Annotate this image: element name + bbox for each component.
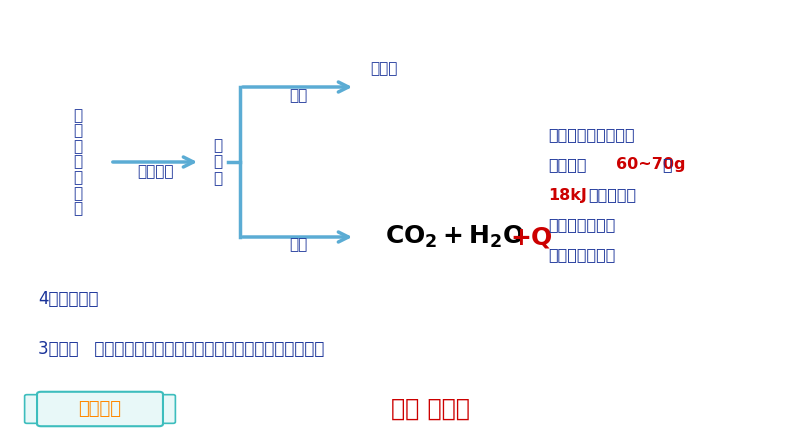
Text: 4、生理作用: 4、生理作用 (38, 290, 98, 308)
FancyBboxPatch shape (25, 395, 45, 423)
Text: $\mathbf{+Q}$: $\mathbf{+Q}$ (510, 224, 553, 249)
Text: 一、 蛋白质: 一、 蛋白质 (391, 397, 469, 421)
Text: 青少年需要量更大。: 青少年需要量更大。 (548, 127, 634, 143)
Text: 每克蛋白质完全: 每克蛋白质完全 (548, 248, 615, 262)
Text: 60~70g: 60~70g (616, 157, 685, 173)
Text: $\mathbf{CO_2+H_2O}$: $\mathbf{CO_2+H_2O}$ (385, 224, 525, 250)
Text: 与水作用: 与水作用 (137, 164, 173, 179)
Text: 新知讲解: 新知讲解 (79, 400, 121, 418)
Text: 氧化: 氧化 (289, 237, 307, 252)
Text: 18kJ: 18kJ (548, 187, 587, 202)
FancyBboxPatch shape (37, 392, 163, 426)
Text: 3、结构   由多种氨基酸构成的复杂化合物。相对分子质量很大: 3、结构 由多种氨基酸构成的复杂化合物。相对分子质量很大 (38, 340, 325, 358)
FancyBboxPatch shape (155, 395, 175, 423)
Text: 。成人每天: 。成人每天 (588, 187, 636, 202)
Text: 蛋白质: 蛋白质 (370, 62, 397, 76)
Text: 需要摄取: 需要摄取 (548, 157, 587, 173)
Text: 人
体
摄
入
蛋
白
质: 人 体 摄 入 蛋 白 质 (73, 108, 83, 216)
Text: 氧化放出热量为: 氧化放出热量为 (548, 218, 615, 232)
Text: ，: ， (662, 157, 672, 173)
Text: 氨
基
酸: 氨 基 酸 (214, 138, 222, 186)
Text: 合成: 合成 (289, 88, 307, 103)
